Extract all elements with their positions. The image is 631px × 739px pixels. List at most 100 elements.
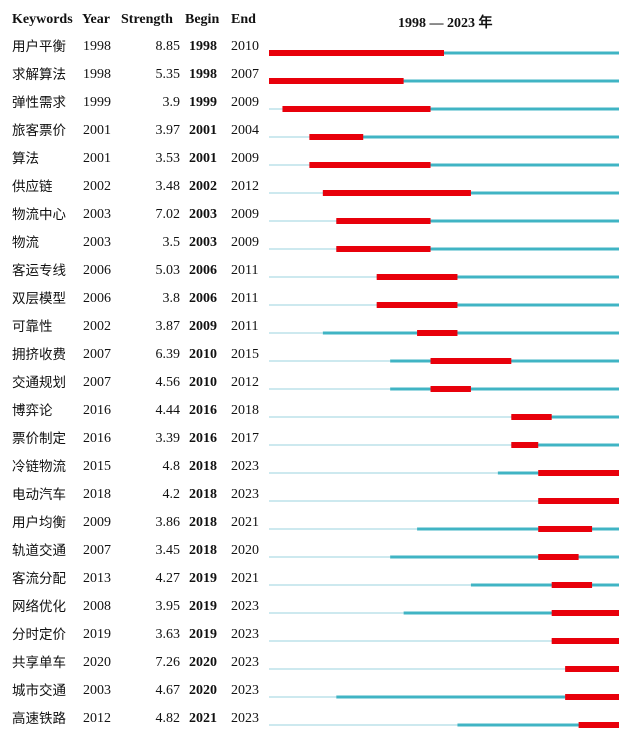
row-keyword: 双层模型 [12, 291, 66, 307]
row-begin: 2010 [189, 375, 217, 390]
row-keyword: 交通规划 [12, 375, 66, 391]
active-segment [417, 527, 619, 531]
inactive-segment [269, 108, 283, 110]
header-begin: Begin [185, 12, 220, 27]
active-segment [309, 135, 619, 139]
active-segment [470, 583, 619, 587]
row-strength: 3.97 [155, 123, 181, 138]
burst-bar [551, 582, 593, 588]
burst-bar [336, 218, 431, 224]
row-keyword: 供应链 [12, 179, 53, 195]
row-end: 2023 [231, 627, 259, 642]
row-strength: 7.02 [155, 207, 181, 222]
row-end: 2007 [231, 67, 259, 82]
row-end: 2012 [231, 179, 259, 194]
row-begin: 2016 [189, 431, 217, 446]
burst-bar [538, 470, 619, 476]
row-end: 2023 [231, 459, 259, 474]
active-segment [511, 415, 619, 419]
row-begin: 2001 [189, 123, 217, 138]
row-end: 2009 [231, 151, 259, 166]
row-year: 2002 [83, 319, 111, 334]
row-year: 2012 [83, 711, 111, 726]
row-keyword: 轨道交通 [12, 543, 66, 559]
header-strength: Strength [121, 12, 173, 27]
active-segment [376, 275, 619, 279]
burst-bar [511, 414, 552, 420]
row-strength: 3.8 [162, 291, 181, 306]
row-end: 2015 [231, 347, 259, 362]
row-strength: 5.03 [155, 263, 181, 278]
row-keyword: 客运专线 [12, 263, 66, 279]
row-year: 2013 [83, 571, 111, 586]
header-end: End [231, 12, 256, 27]
row-begin: 2010 [189, 347, 217, 362]
row-begin: 2018 [189, 459, 217, 474]
row-end: 2020 [231, 543, 259, 558]
burst-bar [511, 442, 539, 448]
header-year: Year [82, 12, 110, 27]
burst-bar [538, 554, 579, 560]
inactive-segment [269, 220, 337, 222]
row-year: 2003 [83, 683, 111, 698]
row-begin: 2001 [189, 151, 217, 166]
row-keyword: 弹性需求 [12, 95, 66, 111]
row-begin: 2018 [189, 487, 217, 502]
row-begin: 2019 [189, 599, 217, 614]
row-keyword: 可靠性 [12, 319, 53, 335]
row-year: 2018 [83, 487, 111, 502]
active-segment [390, 387, 619, 391]
active-segment [457, 723, 619, 727]
inactive-segment [269, 724, 458, 726]
inactive-segment [269, 192, 323, 194]
row-begin: 2019 [189, 571, 217, 586]
row-year: 2001 [83, 123, 111, 138]
inactive-segment [269, 388, 391, 390]
row-keyword: 用户平衡 [12, 39, 66, 55]
header-keywords: Keywords [12, 12, 73, 27]
row-year: 1999 [83, 95, 111, 110]
burst-bar [336, 246, 431, 252]
row-year: 2008 [83, 599, 111, 614]
row-strength: 4.82 [155, 711, 181, 726]
row-strength: 4.56 [155, 375, 181, 390]
row-strength: 3.86 [155, 515, 181, 530]
row-begin: 1999 [189, 95, 217, 110]
inactive-segment [269, 500, 539, 502]
row-year: 2007 [83, 543, 111, 558]
header-timeline: 1998 — 2023 年 [398, 16, 493, 31]
active-segment [376, 303, 619, 307]
row-strength: 3.87 [155, 319, 181, 334]
burst-bar [430, 358, 512, 364]
row-strength: 4.27 [155, 571, 181, 586]
row-keyword: 冷链物流 [12, 459, 66, 475]
burst-bar [282, 106, 431, 112]
burst-bar [430, 386, 471, 392]
row-end: 2009 [231, 235, 259, 250]
row-begin: 2002 [189, 179, 217, 194]
row-year: 2006 [83, 263, 111, 278]
row-year: 2016 [83, 403, 111, 418]
inactive-segment [269, 556, 391, 558]
row-strength: 3.45 [155, 543, 181, 558]
inactive-segment [269, 164, 310, 166]
row-year: 2007 [83, 375, 111, 390]
row-strength: 4.44 [155, 403, 181, 418]
row-year: 2019 [83, 627, 111, 642]
row-strength: 4.8 [162, 459, 181, 474]
active-segment [336, 695, 619, 699]
row-keyword: 物流中心 [12, 207, 66, 223]
active-segment [322, 331, 619, 335]
inactive-segment [269, 640, 552, 642]
inactive-segment [269, 612, 404, 614]
row-begin: 2018 [189, 543, 217, 558]
row-begin: 1998 [189, 67, 217, 82]
row-keyword: 客流分配 [12, 571, 66, 587]
row-end: 2018 [231, 403, 259, 418]
row-strength: 6.39 [155, 347, 181, 362]
row-year: 1998 [83, 39, 111, 54]
row-keyword: 分时定价 [12, 627, 66, 643]
row-keyword: 共享单车 [12, 655, 66, 671]
row-strength: 3.9 [162, 95, 181, 110]
inactive-segment [269, 668, 566, 670]
